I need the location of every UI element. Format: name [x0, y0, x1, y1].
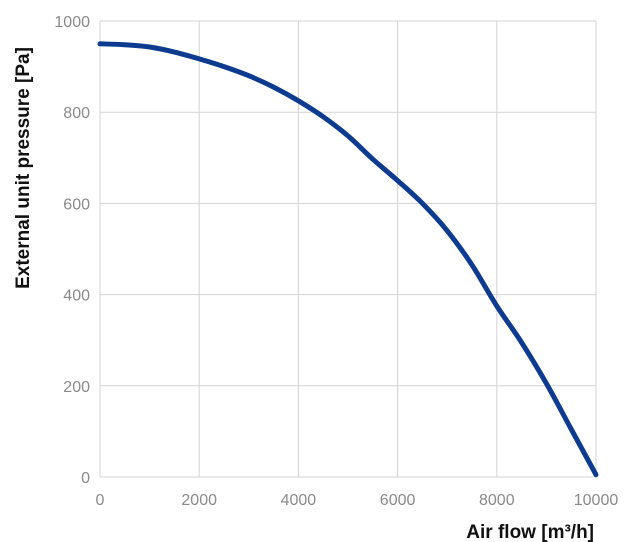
series-layer [97, 41, 599, 478]
x-tick-label: 8000 [479, 492, 515, 509]
x-tick-label: 2000 [181, 492, 217, 509]
series-line [97, 41, 599, 478]
grid-layer [99, 20, 597, 478]
x-tick-label: 4000 [281, 492, 317, 509]
y-tick-label: 200 [63, 379, 90, 396]
y-axis-title: External unit pressure [Pa] [13, 47, 34, 289]
y-tick-label: 600 [63, 196, 90, 213]
y-tick-label: 0 [81, 470, 90, 487]
x-tick-label: 0 [96, 492, 105, 509]
y-tick-label: 400 [63, 288, 90, 305]
y-tick-label: 800 [63, 105, 90, 122]
x-tick-label: 6000 [380, 492, 416, 509]
y-tick-label: 1000 [54, 14, 90, 31]
x-tick-label: 10000 [574, 492, 619, 509]
x-axis-title: Air flow [m³/h] [466, 522, 594, 542]
